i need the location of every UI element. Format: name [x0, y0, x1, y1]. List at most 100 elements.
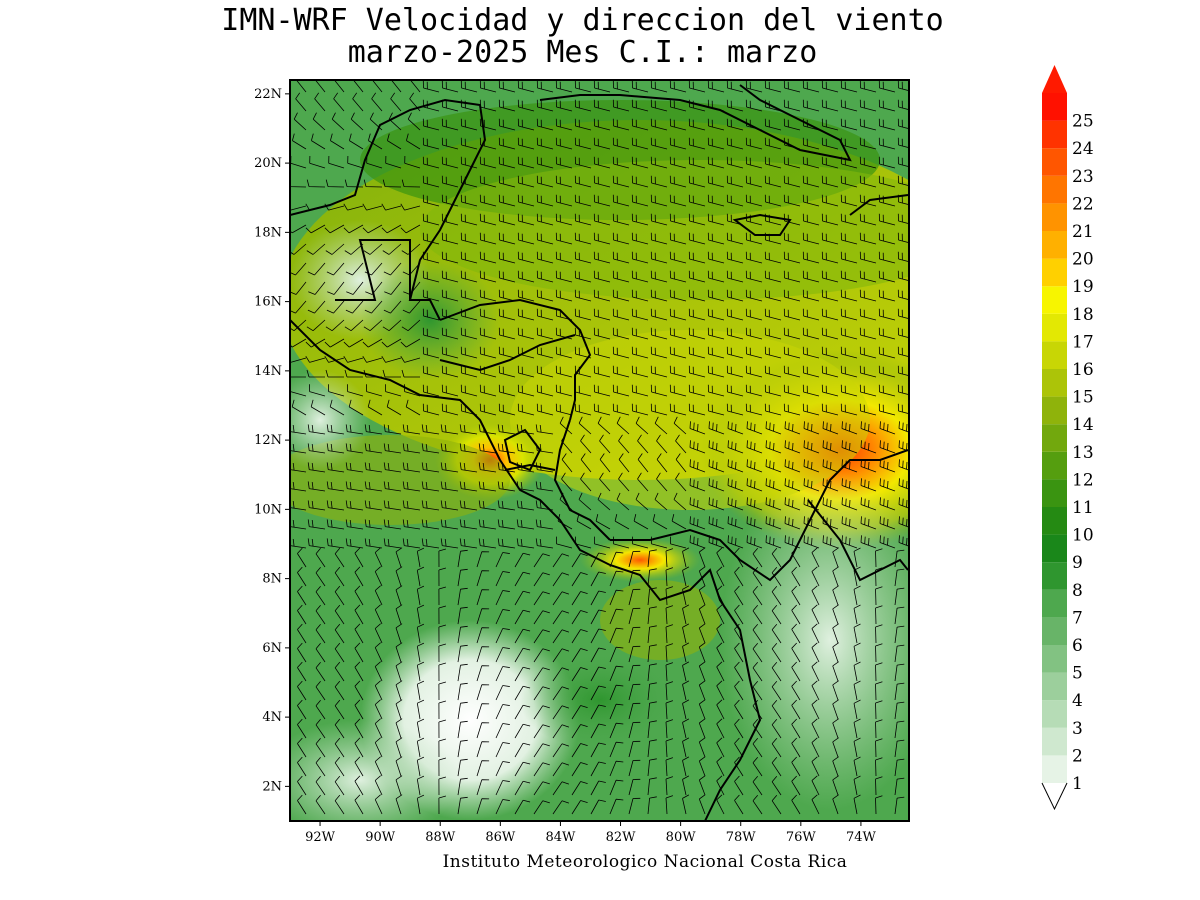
lon-tick-label: 82W	[606, 830, 637, 845]
wind-barb	[374, 623, 383, 644]
wind-barb	[422, 308, 440, 321]
wind-barb	[290, 338, 307, 348]
wind-barb	[802, 251, 820, 264]
wind-barb	[802, 308, 820, 321]
wind-barb	[698, 794, 706, 815]
wind-barb	[580, 434, 592, 454]
wind-barb	[765, 497, 782, 511]
wind-barb	[409, 80, 421, 93]
wind-barb	[363, 243, 383, 255]
wind-barb	[555, 346, 573, 359]
wind-barb	[726, 384, 744, 397]
field-elsalvador-pale	[290, 370, 370, 470]
wind-barb	[326, 424, 345, 435]
wind-barb	[295, 92, 307, 112]
wind-barb	[802, 232, 820, 245]
wind-barb	[405, 399, 421, 416]
wind-barb	[689, 535, 706, 549]
wind-barb	[593, 118, 611, 131]
wind-barb	[879, 516, 896, 530]
wind-barb	[314, 92, 326, 112]
wind-barb	[422, 137, 440, 150]
wind-barb	[734, 794, 744, 815]
wind-barb	[822, 516, 839, 530]
wind-barb	[459, 519, 478, 530]
wind-barb	[476, 798, 490, 815]
wind-barb	[688, 232, 706, 245]
wind-barb	[688, 80, 706, 93]
wind-barb	[476, 646, 490, 663]
coastline-cuba	[539, 84, 852, 162]
wind-barb	[363, 369, 382, 378]
wind-barb	[647, 701, 657, 720]
wind-barb	[802, 175, 820, 188]
wind-barb	[574, 308, 592, 321]
wind-barb	[859, 289, 877, 302]
wind-barb	[326, 262, 345, 276]
wind-barb	[803, 535, 820, 549]
wind-barb	[517, 346, 535, 359]
wind-barb	[552, 724, 570, 739]
wind-barb	[498, 232, 516, 245]
wind-barb	[326, 443, 345, 454]
wind-barb	[403, 281, 421, 295]
wind-barb	[498, 194, 516, 207]
wind-barb	[879, 421, 896, 435]
wind-barb	[682, 623, 690, 644]
wind-barb	[571, 591, 588, 606]
wind-barb	[590, 609, 606, 625]
map-title-line-2: marzo-2025 Mes C.I.: marzo	[347, 35, 818, 70]
wind-barb	[631, 365, 649, 378]
wind-barb	[555, 270, 573, 283]
wind-barb	[401, 369, 420, 378]
wind-barb	[914, 647, 926, 662]
wind-barb	[457, 606, 468, 625]
wind-barb	[498, 99, 516, 112]
wind-barb	[478, 538, 497, 549]
wind-barb	[878, 80, 896, 93]
wind-barb	[552, 686, 570, 701]
wind-barb	[650, 403, 668, 416]
wind-barb	[571, 743, 588, 758]
wind-barb	[388, 112, 402, 131]
wind-barb	[536, 251, 554, 264]
wind-barb	[688, 384, 706, 397]
wind-barb	[312, 112, 326, 131]
wind-barb	[416, 680, 425, 701]
wind-barb	[726, 137, 744, 150]
wind-barb	[647, 682, 657, 701]
wind-barb	[555, 194, 573, 207]
wind-barb	[574, 270, 592, 283]
wind-barb	[745, 194, 763, 207]
wind-barb	[840, 308, 858, 321]
wind-barb	[416, 661, 425, 682]
wind-barb	[752, 547, 763, 568]
wind-barb	[422, 251, 440, 264]
wind-barb	[752, 585, 763, 606]
wind-barb	[374, 718, 383, 739]
wind-barb	[476, 551, 490, 568]
wind-barb	[878, 327, 896, 340]
wind-barb	[593, 80, 611, 93]
wind-barb	[536, 118, 554, 131]
wind-barb	[853, 623, 861, 644]
wind-barb	[612, 175, 630, 188]
wind-barb	[457, 587, 468, 606]
wind-barb	[571, 572, 588, 587]
wind-barb	[612, 251, 630, 264]
wind-barb	[297, 566, 307, 587]
wind-barb	[497, 424, 516, 435]
wind-barb	[631, 346, 649, 359]
wind-barb	[315, 547, 326, 568]
wind-barb	[578, 416, 592, 435]
wind-barb	[552, 629, 570, 644]
wind-barb	[597, 492, 611, 511]
wind-barb	[898, 459, 909, 471]
wind-barb	[478, 519, 497, 530]
wind-barb	[832, 794, 839, 815]
wind-barb	[535, 443, 554, 454]
wind-barb	[879, 478, 896, 492]
wind-barb	[334, 756, 345, 777]
wind-barb	[497, 519, 516, 530]
wind-barb	[665, 662, 674, 682]
